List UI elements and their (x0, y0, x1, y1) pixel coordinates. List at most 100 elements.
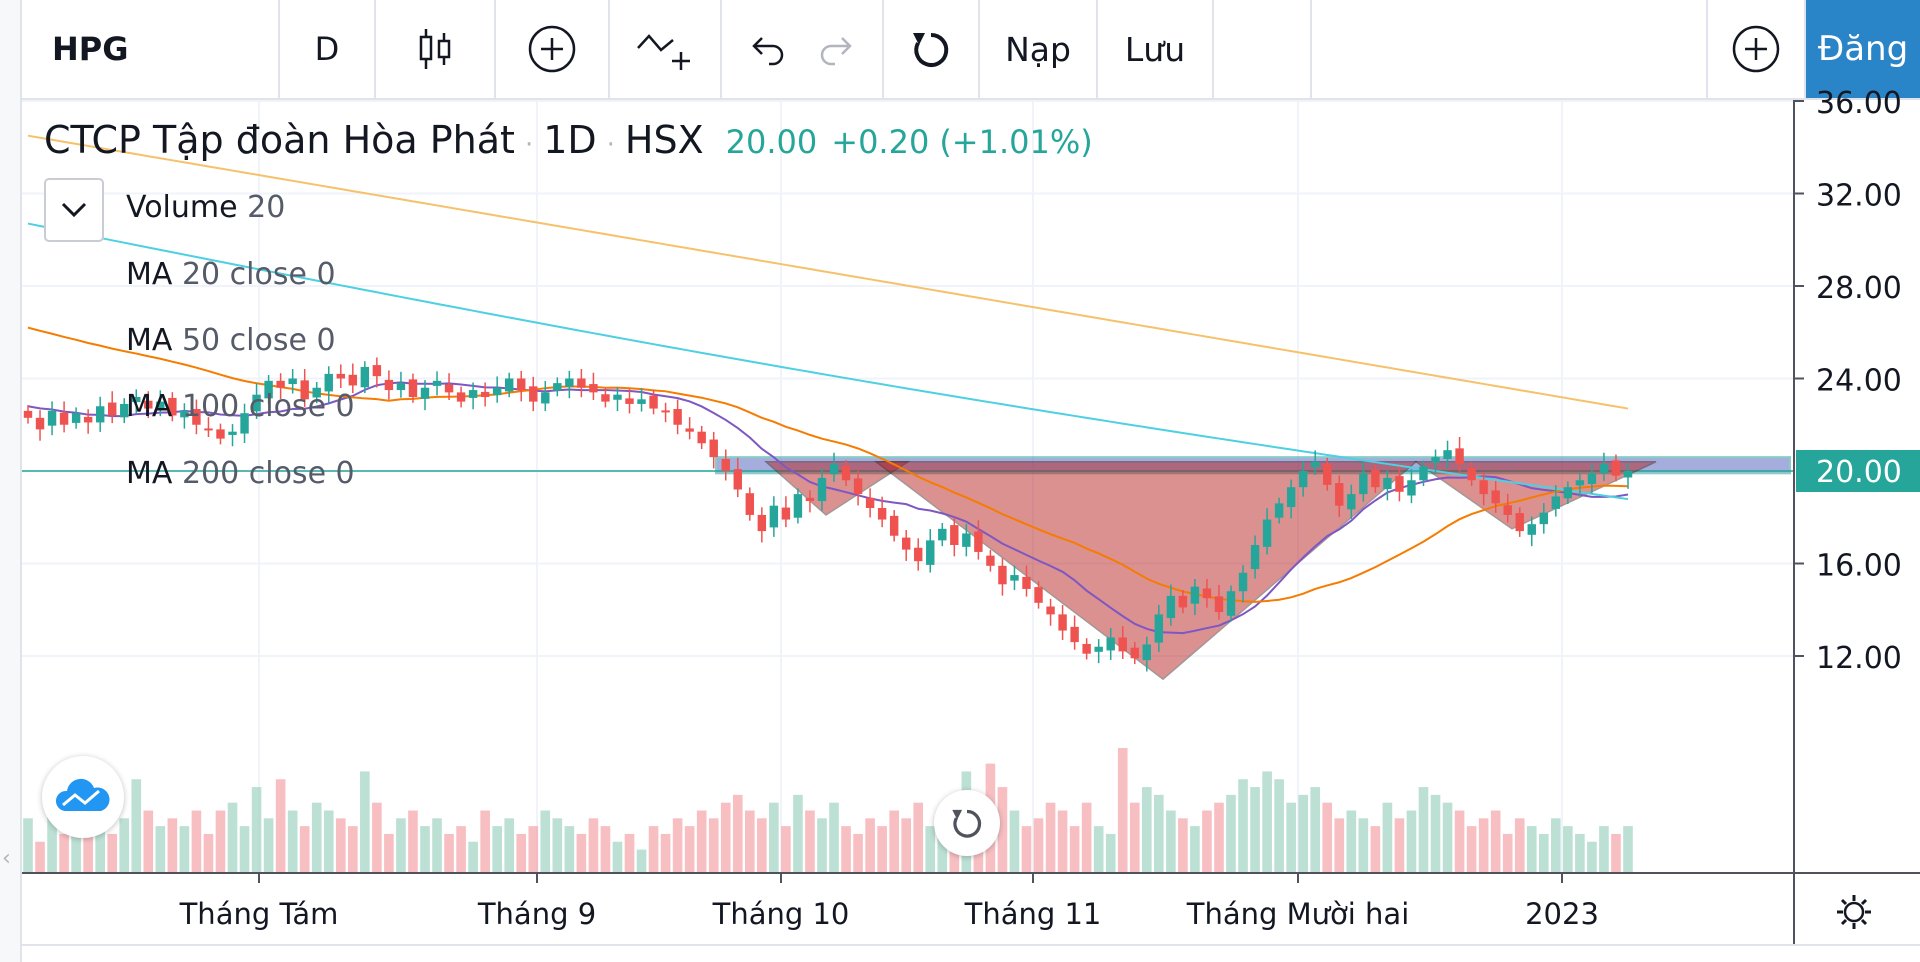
volume-bar (227, 802, 238, 873)
candle (589, 372, 598, 401)
separator: · (524, 130, 534, 160)
candle (132, 389, 141, 414)
volume-bar (769, 802, 779, 873)
candle-body (1419, 466, 1428, 481)
study-params: 50 close 0 (181, 323, 336, 358)
y-tick-label: 12.00 (1816, 641, 1902, 676)
candle (1238, 565, 1248, 603)
volume-bar (1310, 787, 1321, 873)
volume-bar (95, 802, 105, 873)
volume-bar (384, 833, 394, 873)
load-layout-button[interactable]: Nạp (980, 0, 1098, 98)
tradingview-logo-button[interactable] (42, 756, 124, 838)
candle-body (420, 387, 430, 399)
candle-body (1142, 644, 1152, 661)
candle-body (553, 383, 562, 391)
candle-body (1551, 496, 1561, 509)
candle (456, 386, 466, 408)
candle (95, 396, 105, 432)
volume-bar (191, 810, 202, 873)
volume-bar (1178, 818, 1188, 873)
symbol-label: HPG (52, 30, 129, 68)
symbol-search-button[interactable]: HPG (22, 0, 280, 98)
candle (1130, 641, 1139, 665)
study-ma20[interactable]: MA 20 close 0 (126, 257, 336, 292)
reload-icon (913, 32, 949, 67)
candle-body (1022, 576, 1031, 589)
candle (1178, 590, 1188, 614)
add-button[interactable] (1706, 0, 1806, 98)
candle (1335, 475, 1344, 518)
volume-bar (335, 818, 346, 873)
volume-bar (167, 818, 178, 873)
volume-bar (913, 802, 924, 873)
indicators-button[interactable] (496, 0, 610, 98)
chart-type-button[interactable] (376, 0, 496, 98)
candle-body (492, 387, 502, 396)
candle (1371, 463, 1380, 493)
candles-icon (419, 29, 451, 69)
candle-body (1166, 595, 1176, 619)
volume-bar (853, 833, 863, 873)
candle (1407, 468, 1416, 504)
study-ma200[interactable]: MA 200 close 0 (126, 456, 355, 491)
candle-body (468, 390, 478, 398)
candle (1563, 481, 1573, 505)
volume-bar (143, 810, 154, 873)
candle (1359, 461, 1368, 502)
candle (312, 381, 321, 404)
candle (553, 377, 562, 397)
candle (1010, 565, 1019, 591)
candle (986, 549, 995, 572)
candle (228, 424, 237, 447)
candle (59, 401, 69, 433)
candle (432, 371, 442, 396)
plus-circle-icon (528, 25, 576, 73)
volume-bar (1045, 802, 1056, 873)
volume-bar (1057, 810, 1068, 873)
volume-bar (1394, 818, 1405, 873)
interval-button[interactable]: D (280, 0, 376, 98)
study-ma50[interactable]: MA 50 close 0 (126, 323, 336, 358)
signup-button[interactable]: Đăng (1806, 0, 1920, 98)
study-name: MA (126, 456, 173, 491)
candle-body (1202, 588, 1212, 599)
left-edge-bar: ‹ (0, 0, 22, 962)
reset-chart-button[interactable] (884, 0, 980, 98)
y-tick-label: 32.00 (1816, 179, 1902, 214)
volume-bar (1069, 826, 1080, 873)
volume-bar (504, 818, 515, 873)
redo-icon[interactable] (817, 32, 857, 66)
candle-body (132, 397, 141, 403)
y-tick-label: 24.00 (1816, 364, 1902, 399)
candle-body (853, 478, 863, 495)
candle (23, 405, 33, 424)
candle-body (1154, 614, 1164, 643)
candle (637, 387, 646, 412)
study-ma100[interactable]: MA 100 close 0 (126, 389, 355, 424)
candle-body (396, 383, 406, 391)
compare-add-button[interactable] (610, 0, 722, 98)
line-plus-icon (637, 34, 690, 70)
volume-bar (1538, 833, 1549, 873)
candle-body (1298, 471, 1308, 488)
candle-body (745, 493, 755, 515)
study-volume[interactable]: Volume 20 (126, 190, 285, 225)
last-price-label-bg (1796, 450, 1920, 492)
undo-icon[interactable] (747, 32, 787, 66)
collapse-legend-button[interactable] (44, 178, 104, 242)
y-tick-label: 16.00 (1816, 549, 1902, 584)
candle-body (637, 399, 646, 404)
save-layout-button[interactable]: Lưu (1098, 0, 1214, 98)
candle-body (1407, 480, 1416, 496)
gear-icon[interactable] (1834, 892, 1874, 932)
candle-body (962, 533, 971, 547)
candle-body (601, 394, 610, 402)
candle-body (1058, 614, 1067, 631)
scroll-to-realtime-button[interactable] (934, 790, 1000, 856)
collapse-left-icon[interactable]: ‹ (2, 846, 11, 871)
volume-bar (323, 810, 334, 873)
volume-bar (492, 826, 502, 873)
candle (336, 364, 345, 388)
